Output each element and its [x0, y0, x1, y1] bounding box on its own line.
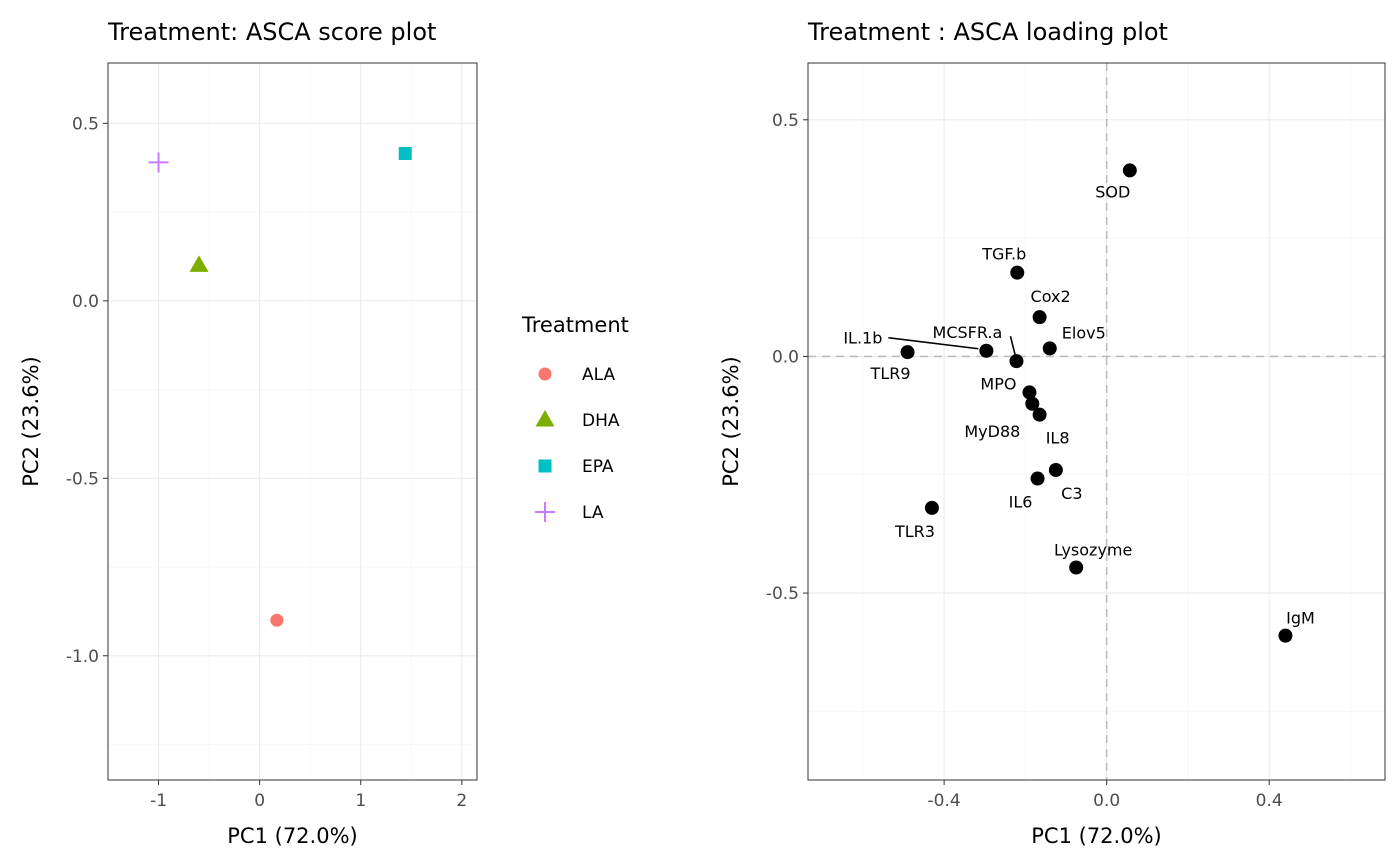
- loading-point-mpo: [1022, 385, 1037, 400]
- score-plot-x-tick-label: 1: [355, 791, 366, 811]
- loading-plot-x-tick-label: -0.4: [928, 791, 961, 811]
- point-label-c3: C3: [1061, 484, 1082, 503]
- score-plot-grid: [107, 63, 477, 780]
- loading-point-il8: [1032, 407, 1047, 422]
- point-label-mcsfr-a: MCSFR.a: [933, 323, 1003, 342]
- loading-point-lysozyme: [1069, 560, 1084, 575]
- score-plot-y-tick-label: 0.5: [72, 114, 99, 134]
- loading-plot-title: Treatment : ASCA loading plot: [807, 18, 1168, 46]
- point-label-il6: IL6: [1009, 493, 1033, 512]
- loading-point-tlr9: [900, 345, 915, 360]
- legend-key-la: [535, 502, 555, 522]
- loading-plot-ticks: -0.4 0.0 0.4 0.5 0.0 -0.5: [766, 111, 1283, 811]
- score-point-dha: [189, 255, 209, 272]
- loading-point-sod: [1122, 163, 1137, 178]
- label-connector-mcsfr-a: [1009, 335, 1017, 357]
- loading-plot-x-axis-title: PC1 (72.0%): [1031, 824, 1161, 848]
- loading-point-igm: [1278, 628, 1293, 643]
- score-plot-x-tick-label: 2: [456, 791, 467, 811]
- loading-plot-grid: [808, 63, 1385, 780]
- point-label-tlr3: TLR3: [894, 522, 935, 541]
- loading-plot-y-tick-label: 0.0: [772, 347, 799, 367]
- point-label-il8: IL8: [1046, 429, 1070, 448]
- legend-key-dha: [535, 410, 555, 427]
- loading-point-tgf-b: [1010, 265, 1025, 280]
- loading-point-mcsfr-a: [1009, 354, 1024, 369]
- legend-key-ala: [538, 367, 552, 381]
- score-plot: Treatment: ASCA score plot -1 0 1 2 0.5 0.0 -0…: [19, 18, 478, 848]
- score-point-la: [148, 152, 169, 173]
- loading-plot-y-axis-title: PC2 (23.6%): [719, 356, 743, 486]
- loading-plot: Treatment : ASCA loading plot -0.4 0.0 0.4…: [719, 18, 1386, 848]
- legend-key-epa: [538, 459, 552, 473]
- loading-plot-reference-lines: [808, 63, 1385, 780]
- score-plot-y-axis-title: PC2 (23.6%): [19, 356, 43, 486]
- loading-point-elov5: [1042, 341, 1057, 356]
- score-plot-x-tick-label: -1: [150, 791, 167, 811]
- loading-plot-point-labels: SOD TGF.b Cox2 Elov5 IL.1b TLR9 MCSFR.a MPO MyD8…: [843, 182, 1314, 627]
- point-label-cox2: Cox2: [1031, 287, 1071, 306]
- loading-point-tlr3: [924, 500, 939, 515]
- score-point-epa: [398, 147, 412, 161]
- legend-title: Treatment: [521, 313, 629, 337]
- point-label-myd88: MyD88: [964, 422, 1020, 441]
- score-plot-points: [148, 147, 412, 627]
- point-label-tlr9: TLR9: [870, 364, 911, 383]
- loading-plot-panel: [807, 62, 1386, 781]
- point-label-lysozyme: Lysozyme: [1054, 541, 1132, 560]
- loading-point-c3: [1048, 463, 1063, 478]
- score-plot-panel: [107, 62, 478, 781]
- loading-plot-y-tick-label: -0.5: [766, 584, 799, 604]
- legend: Treatment ALA DHA EPA LA: [521, 313, 629, 523]
- legend-label-la: LA: [582, 503, 604, 523]
- score-plot-title: Treatment: ASCA score plot: [107, 18, 436, 46]
- point-label-sod: SOD: [1095, 182, 1130, 201]
- legend-label-ala: ALA: [582, 365, 615, 385]
- point-label-igm: IgM: [1286, 609, 1315, 628]
- point-label-tgf-b: TGF.b: [981, 245, 1026, 264]
- loading-point-myd88: [1025, 396, 1040, 411]
- score-plot-y-tick-label: 0.0: [72, 292, 99, 312]
- point-label-elov5: Elov5: [1062, 323, 1106, 342]
- loading-plot-x-tick-label: 0.0: [1093, 791, 1120, 811]
- score-plot-x-tick-label: 0: [254, 791, 265, 811]
- loading-plot-points: [900, 163, 1293, 643]
- point-label-il-1b: IL.1b: [843, 329, 882, 348]
- score-plot-y-tick-label: -0.5: [66, 469, 99, 489]
- loading-plot-x-tick-label: 0.4: [1256, 791, 1283, 811]
- loading-point-il6: [1030, 471, 1045, 486]
- legend-items: ALA DHA EPA LA: [535, 365, 620, 523]
- score-plot-x-axis-title: PC1 (72.0%): [227, 824, 357, 848]
- loading-plot-label-connectors: [888, 335, 1017, 357]
- score-plot-ticks: -1 0 1 2 0.5 0.0 -0.5 -1.0: [66, 114, 467, 811]
- score-point-ala: [270, 613, 284, 627]
- label-connector-il-1b: [888, 336, 979, 350]
- loading-plot-y-tick-label: 0.5: [772, 111, 799, 131]
- point-label-mpo: MPO: [980, 374, 1016, 393]
- loading-point-il-1b: [979, 343, 994, 358]
- score-plot-y-tick-label: -1.0: [66, 647, 99, 667]
- loading-point-cox2: [1032, 310, 1047, 325]
- legend-label-epa: EPA: [582, 457, 614, 477]
- legend-label-dha: DHA: [582, 411, 620, 431]
